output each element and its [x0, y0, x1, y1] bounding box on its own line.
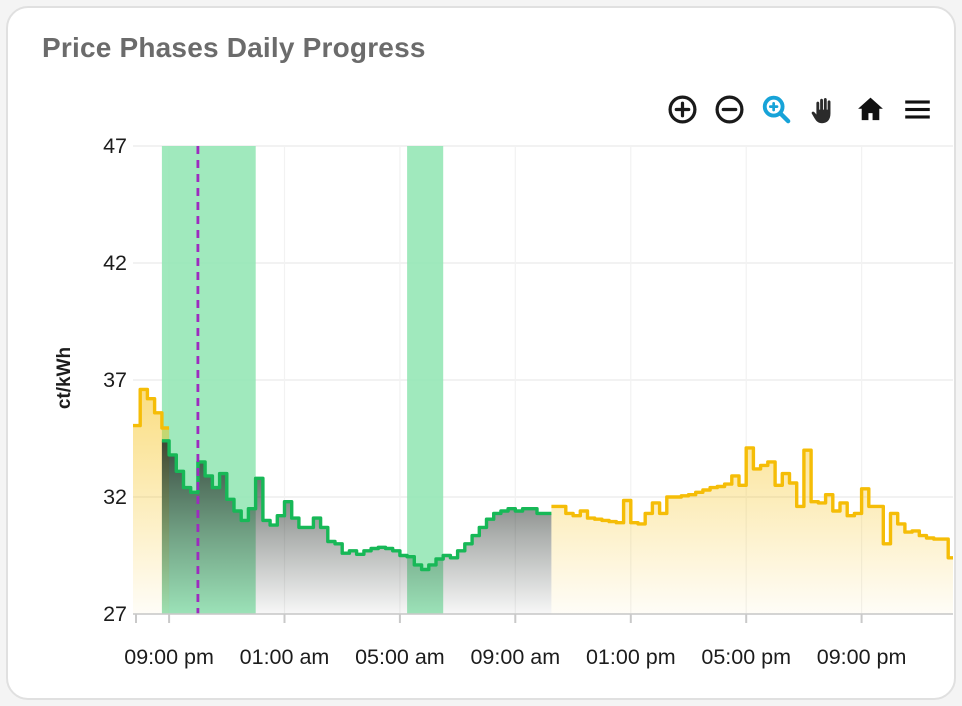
x-tick-label: 05:00 am [355, 645, 445, 669]
menu-button[interactable] [898, 90, 936, 128]
home-icon [857, 97, 883, 120]
y-tick-label: 42 [103, 251, 127, 275]
zoom-in-icon [667, 94, 697, 124]
day-high-phase-line [551, 446, 953, 560]
y-tick-label: 32 [103, 485, 127, 509]
zoom-in-button[interactable] [663, 90, 701, 128]
pan-button[interactable] [804, 90, 842, 128]
cheap-green-phase-area [161, 440, 552, 614]
plot-area[interactable] [133, 146, 953, 614]
x-tick-label: 09:00 pm [124, 645, 214, 669]
chart-card: Price Phases Daily Progress 09:00 pm 01:0… [6, 6, 956, 700]
x-tick-label: 01:00 pm [586, 645, 676, 669]
cheap-window-band [407, 146, 444, 614]
x-tick-label: 05:00 pm [701, 645, 791, 669]
y-axis-title: ct/kWh [54, 347, 75, 409]
day-high-phase-area [551, 447, 953, 614]
chart-toolbar [663, 90, 936, 128]
price-chart: 09:00 pm 01:00 am 05:00 am 09:00 am 01:00 pm… [8, 8, 954, 698]
y-tick-label: 37 [103, 368, 127, 392]
zoom-out-icon [714, 94, 744, 124]
pan-icon [811, 97, 830, 123]
home-button[interactable] [851, 90, 889, 128]
y-tick-label: 27 [103, 602, 127, 626]
box-zoom-button[interactable] [757, 90, 795, 128]
y-tick-label: 47 [103, 134, 127, 158]
evening-high-phase-area [133, 389, 170, 614]
chart-title: Price Phases Daily Progress [42, 32, 426, 63]
x-tick-label: 01:00 am [240, 645, 330, 669]
box-zoom-icon [762, 95, 790, 123]
cheap-green-phase-line [161, 439, 552, 572]
evening-high-phase-line [133, 387, 170, 430]
menu-icon [904, 99, 930, 119]
x-tick-label: 09:00 am [470, 645, 560, 669]
zoom-out-button[interactable] [710, 90, 748, 128]
x-tick-label: 09:00 pm [817, 645, 907, 669]
